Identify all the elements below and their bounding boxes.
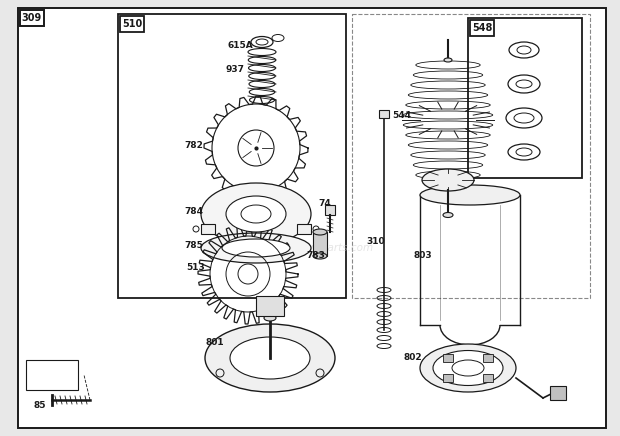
Bar [20, 10, 44, 26]
Bar [443, 374, 453, 382]
Text: 310: 310 [366, 237, 384, 246]
Ellipse shape [226, 196, 286, 232]
Ellipse shape [201, 233, 311, 263]
Bar [120, 16, 144, 32]
Ellipse shape [313, 253, 327, 259]
Bar [325, 205, 335, 215]
Text: 309: 309 [22, 13, 42, 23]
Ellipse shape [443, 212, 453, 218]
Text: 937: 937 [226, 65, 245, 74]
Text: 510: 510 [122, 19, 142, 29]
Ellipse shape [264, 315, 276, 321]
Text: 783: 783 [306, 251, 325, 260]
Bar [483, 374, 493, 382]
Ellipse shape [230, 337, 310, 379]
Text: 548: 548 [472, 23, 492, 33]
Text: 785: 785 [184, 241, 203, 250]
Bar [352, 14, 590, 298]
Text: 544: 544 [392, 111, 411, 120]
Text: eReplacementParts.com: eReplacementParts.com [246, 243, 374, 253]
Bar [313, 232, 327, 256]
Ellipse shape [313, 229, 327, 235]
Ellipse shape [205, 324, 335, 392]
Text: 85: 85 [34, 401, 46, 410]
Text: 74: 74 [318, 199, 330, 208]
Ellipse shape [444, 58, 452, 62]
Ellipse shape [222, 239, 290, 257]
Text: 513: 513 [186, 263, 205, 272]
Text: 802: 802 [404, 353, 423, 362]
Text: 615A: 615A [228, 41, 254, 50]
Bar [443, 354, 453, 362]
Text: 801: 801 [206, 338, 224, 347]
Ellipse shape [433, 351, 503, 385]
Ellipse shape [420, 344, 516, 392]
Ellipse shape [201, 183, 311, 245]
Bar [468, 18, 582, 178]
Bar [470, 20, 494, 36]
Ellipse shape [420, 185, 520, 205]
Bar [550, 386, 566, 400]
Ellipse shape [422, 169, 474, 191]
Bar [297, 224, 311, 234]
Text: 803: 803 [414, 251, 433, 260]
Text: 784: 784 [184, 207, 203, 216]
Bar [379, 110, 389, 118]
Text: 782: 782 [184, 141, 203, 150]
Bar [483, 354, 493, 362]
Bar [256, 296, 284, 316]
Bar [118, 14, 346, 298]
Bar [201, 224, 215, 234]
